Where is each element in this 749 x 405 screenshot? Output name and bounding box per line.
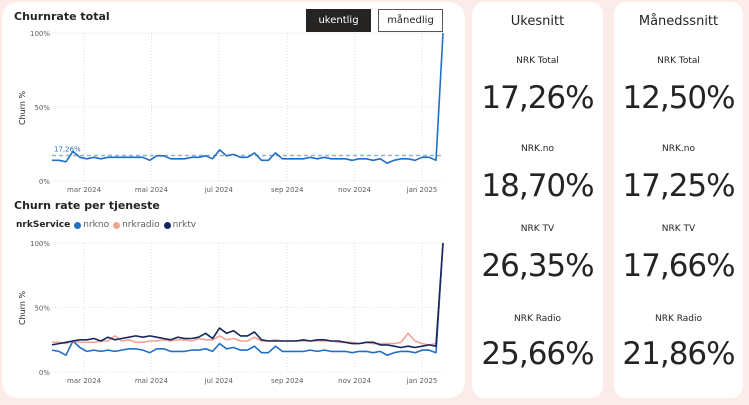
y-tick-label: 0% [39,369,50,377]
weekly-value-nrkno: 18,70% [481,168,594,204]
x-tick-label: jul 2024 [204,377,234,385]
monthly-toggle-button[interactable]: månedlig [378,9,443,32]
monthly-average-card: Månedssnitt NRK Total 12,50% NRK.no 17,2… [614,2,743,398]
weekly-value-total: 17,26% [481,80,594,116]
monthly-value-total: 12,50% [622,80,735,116]
x-tick-label: mai 2024 [135,377,169,385]
y-tick-label: 100% [30,240,50,248]
legend-title: nrkService [16,220,71,230]
monthly-value-nrkno: 17,25% [622,168,735,204]
y-tick-label: 0% [39,178,50,186]
legend-item-nrkradio[interactable]: nrkradio [113,220,160,230]
total-churn-chart: Churn % 100% 50% 0% mar 2024 mai 2024 jul 202… [18,30,444,194]
legend-dot-nrkno [74,221,82,229]
service-chart-y-axis-label: Churn % [18,291,27,325]
monthly-value-nrktv: 17,66% [622,248,735,284]
weekly-header: Ukesnitt [510,14,565,29]
x-tick-label: sep 2024 [271,186,304,194]
legend-item-nrktv[interactable]: nrktv [163,220,197,230]
total-chart-title: Churnrate total [14,10,110,23]
weekly-toggle-button[interactable]: ukentlig [306,9,371,32]
weekly-label-nrkradio: NRK Radio [513,314,562,324]
x-tick-label: nov 2024 [338,377,371,385]
weekly-value-nrkradio: 25,66% [481,336,594,372]
x-tick-label: mar 2024 [67,377,102,385]
weekly-average-card: Ukesnitt NRK Total 17,26% NRK.no 18,70% … [472,2,603,398]
legend-dot-nrkradio [113,221,121,229]
service-chart-title: Churn rate per tjeneste [14,199,160,212]
service-chart-legend: nrkService nrkno nrkradio nrktv [16,220,200,230]
legend-item-nrkno[interactable]: nrkno [74,220,109,230]
series-line-nrkradio[interactable] [52,242,444,346]
x-tick-label: jul 2024 [204,186,234,194]
monthly-header: Månedssnitt [638,14,719,29]
series-line-nrktv[interactable] [51,242,444,349]
x-tick-label: mai 2024 [135,186,169,194]
legend-dot-nrktv [163,221,171,229]
monthly-label-nrkno: NRK.no [662,144,695,154]
y-tick-label: 100% [30,30,50,38]
monthly-label-nrkradio: NRK Radio [654,314,703,324]
legend-label-nrkno: nrkno [83,220,110,230]
total-chart-y-axis-label: Churn % [18,91,27,125]
weekly-label-nrkno: NRK.no [521,144,554,154]
weekly-value-nrktv: 26,35% [481,248,594,284]
average-line-label: 17,26% [54,145,81,153]
monthly-value-nrkradio: 21,86% [622,336,735,372]
weekly-label-nrktv: NRK TV [520,224,555,234]
y-tick-label: 50% [34,305,50,313]
x-tick-label: jan 2025 [406,377,438,385]
y-tick-label: 50% [34,104,50,112]
legend-label-nrkradio: nrkradio [122,220,160,230]
series-line-nrkno[interactable] [51,242,444,356]
monthly-label-total: NRK Total [657,56,700,66]
service-churn-chart: Churn % 100% 50% 0% mar 2024 mai 2024 jul 202… [18,240,444,385]
x-tick-label: nov 2024 [338,186,371,194]
x-tick-label: mar 2024 [67,186,102,194]
weekly-label-total: NRK Total [516,56,559,66]
legend-label-nrktv: nrktv [172,220,197,230]
x-tick-label: sep 2024 [271,377,304,385]
series-line-total[interactable] [52,32,444,164]
monthly-label-nrktv: NRK TV [661,224,696,234]
x-tick-label: jan 2025 [406,186,438,194]
churn-charts-card: Churnrate total ukentlig månedlig Churn … [2,2,465,398]
